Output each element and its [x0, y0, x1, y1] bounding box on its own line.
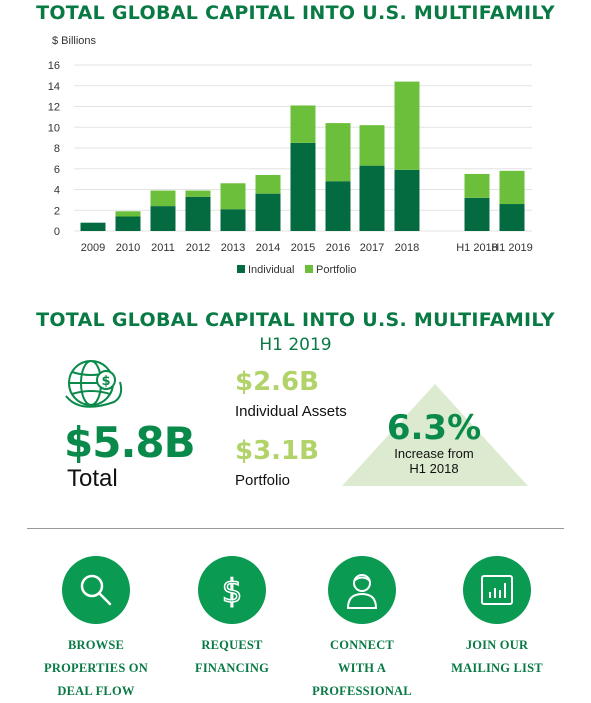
bar-individual [394, 169, 420, 231]
cta-label-line: CONNECT [330, 638, 394, 652]
bar-individual [220, 209, 246, 231]
stacked-bar-chart: $ Billions 0 2 4 6 8 10 12 14 16 2009 2010 2011 201… [48, 35, 533, 276]
x-tick-label: 2014 [256, 242, 280, 254]
browse-properties-button[interactable]: BROWSE PROPERTIES ON DEAL FLOW [31, 556, 161, 703]
bar-individual [325, 181, 351, 231]
portfolio-label: Portfolio [235, 472, 291, 489]
cta-label-line: PROFESSIONAL [312, 684, 412, 698]
legend-label: Individual [248, 264, 294, 276]
cta-label-line: JOIN OUR [465, 638, 529, 652]
y-tick-label: 16 [48, 60, 60, 72]
y-tick-label: 6 [54, 164, 60, 176]
summary-title: TOTAL GLOBAL CAPITAL INTO U.S. MULTIFAMI… [36, 309, 555, 331]
y-tick-label: 8 [54, 143, 60, 155]
x-tick-label: 2011 [151, 242, 175, 254]
bar-individual [115, 216, 141, 231]
increase-label: Increase from [394, 446, 474, 461]
bar-portfolio [325, 123, 351, 182]
x-tick-label: 2013 [221, 242, 245, 254]
x-tick-label: H1 2018 [456, 242, 498, 254]
x-tick-label: 2012 [186, 242, 210, 254]
chart-bars [80, 81, 525, 231]
total-label: Total [67, 465, 118, 492]
y-tick-label: 2 [54, 205, 60, 217]
bar-individual [80, 222, 106, 231]
bar-portfolio [150, 190, 176, 207]
chart-title: TOTAL GLOBAL CAPITAL INTO U.S. MULTIFAMI… [36, 2, 555, 24]
bar-portfolio [255, 174, 281, 194]
bar-individual [185, 196, 211, 231]
individual-assets-value: $2.6B [235, 367, 319, 397]
bar-portfolio [499, 170, 525, 205]
x-axis-labels: 2009 2010 2011 2012 2013 2014 2015 2016 2017 2018… [81, 242, 533, 254]
svg-text:$: $ [222, 572, 242, 610]
legend-swatch [237, 265, 245, 273]
dollar-icon: $ [198, 556, 266, 624]
cta-label-line: WITH A [337, 661, 387, 675]
section-divider [27, 528, 564, 529]
summary-period: H1 2019 [259, 335, 332, 355]
bar-individual [255, 193, 281, 231]
bar-portfolio [290, 105, 316, 143]
legend-swatch [305, 265, 313, 273]
cta-label-line: MAILING LIST [451, 661, 543, 675]
cta-label-line: PROPERTIES ON [44, 661, 148, 675]
y-tick-label: 10 [48, 122, 60, 134]
bar-individual [290, 142, 316, 231]
svg-text:$: $ [101, 374, 110, 389]
portfolio-value: $3.1B [235, 436, 319, 466]
x-tick-label: 2016 [326, 242, 350, 254]
chart-icon [463, 556, 531, 624]
bar-individual [150, 206, 176, 231]
connect-professional-button[interactable]: CONNECT WITH A PROFESSIONAL [297, 556, 427, 703]
bar-portfolio [394, 81, 420, 170]
cta-label-line: BROWSE [67, 638, 125, 652]
y-tick-label: 4 [54, 185, 60, 197]
bar-portfolio [359, 125, 385, 166]
x-tick-label: 2010 [116, 242, 140, 254]
cta-label-line: DEAL FLOW [57, 684, 135, 698]
x-tick-label: 2018 [395, 242, 419, 254]
magnifier-icon [62, 556, 130, 624]
x-tick-label: H1 2019 [491, 242, 533, 254]
x-tick-label: 2017 [360, 242, 384, 254]
y-tick-label: 14 [48, 81, 60, 93]
increase-label-period: H1 2018 [409, 461, 459, 476]
person-icon [328, 556, 396, 624]
cta-label-line: FINANCING [194, 661, 270, 675]
cta-label-line: REQUEST [201, 638, 263, 652]
x-tick-label: 2009 [81, 242, 105, 254]
bar-individual [359, 165, 385, 231]
globe-dollar-icon: $ [65, 360, 123, 408]
bar-portfolio [220, 183, 246, 210]
y-axis-label: $ Billions [52, 35, 97, 47]
individual-assets-label: Individual Assets [235, 403, 347, 420]
x-tick-label: 2015 [291, 242, 315, 254]
request-financing-button[interactable]: $ REQUEST FINANCING [167, 556, 297, 680]
y-tick-label: 12 [48, 102, 60, 114]
bar-portfolio [464, 173, 490, 198]
bar-portfolio [185, 190, 211, 197]
bar-individual [499, 204, 525, 231]
join-mailing-list-button[interactable]: JOIN OUR MAILING LIST [432, 556, 562, 680]
chart-legend: Individual Portfolio [237, 264, 356, 276]
increase-triangle [342, 384, 528, 486]
total-value: $5.8B [64, 418, 196, 467]
bar-portfolio [115, 211, 141, 217]
increase-value: 6.3% [386, 408, 482, 448]
y-tick-label: 0 [54, 226, 60, 238]
bar-individual [464, 197, 490, 231]
legend-label: Portfolio [316, 264, 356, 276]
